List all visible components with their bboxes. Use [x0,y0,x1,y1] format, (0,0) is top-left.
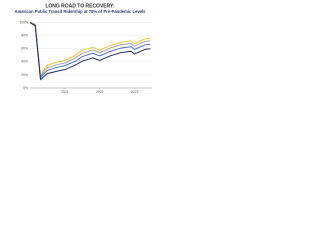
chart-subtitle: American Public Transit Ridership at 70%… [14,9,146,14]
x-tick-label: 2023 [131,90,139,94]
y-tick-label: 20% [21,73,28,77]
series-line [29,22,151,77]
y-tick-label: 100% [19,20,28,24]
series-line [29,22,151,78]
x-tick-label: 2022 [96,90,104,94]
y-tick-label: 40% [21,60,28,64]
y-tick-label: 80% [21,34,28,38]
chart-title: LONG ROAD TO RECOVERY: [45,3,115,9]
series-line [29,22,151,81]
y-tick-label: 60% [21,47,28,51]
series-line [29,22,151,79]
y-tick-label: 0% [23,86,28,90]
x-tick-label: 2021 [61,90,69,94]
chart: LONG ROAD TO RECOVERY: American Public T… [14,3,152,94]
